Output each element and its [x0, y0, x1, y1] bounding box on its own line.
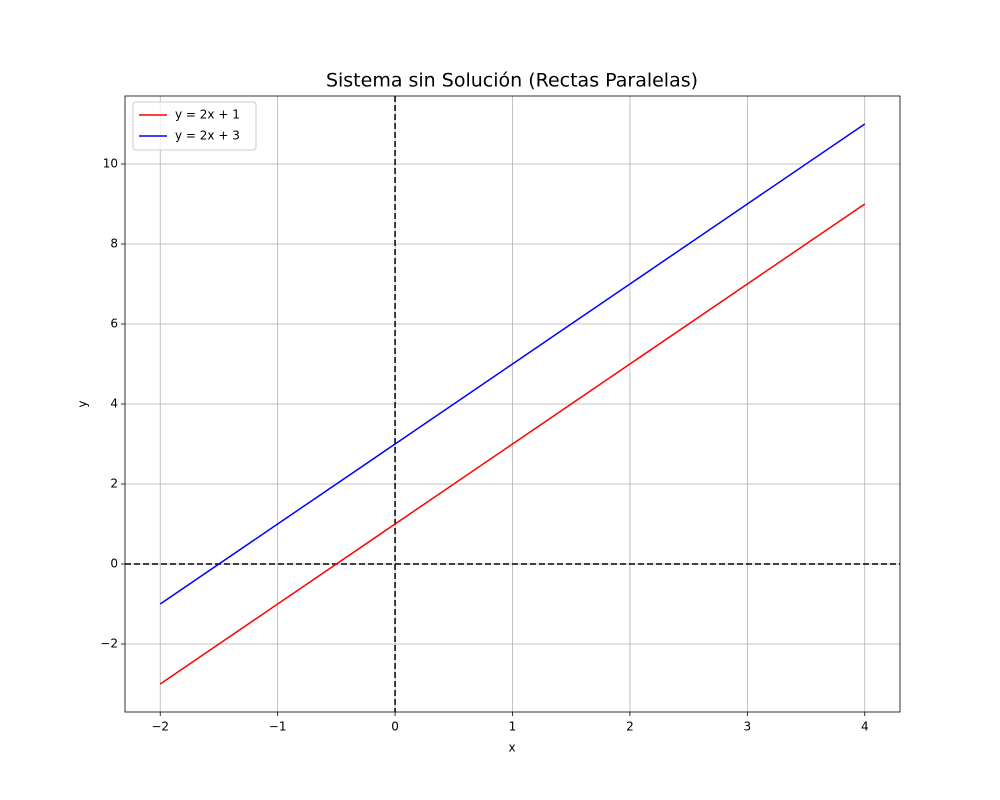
y-tick-label: 8 — [110, 237, 118, 251]
y-tick-label: 0 — [110, 557, 118, 571]
x-tick-label: −2 — [151, 720, 169, 734]
y-tick-label: 2 — [110, 477, 118, 491]
y-tick-label: 4 — [110, 397, 118, 411]
x-axis-label: x — [508, 741, 515, 755]
y-axis-label: y — [76, 400, 90, 407]
line — [159, 203, 866, 685]
x-tick-label: 1 — [509, 720, 517, 734]
x-tick-label: 3 — [744, 720, 752, 734]
legend-label: y = 2x + 1 — [175, 108, 240, 122]
y-tick-label: 10 — [103, 157, 118, 171]
line — [159, 123, 866, 605]
legend-box — [132, 101, 257, 151]
x-tick-label: 4 — [861, 720, 869, 734]
legend-label: y = 2x + 3 — [175, 129, 240, 143]
axes-frame — [124, 95, 901, 713]
y-tick-label: 6 — [110, 317, 118, 331]
y-tick-label: −2 — [100, 637, 118, 651]
x-tick-label: 0 — [391, 720, 399, 734]
x-tick-label: 2 — [626, 720, 634, 734]
x-tick-label: −1 — [269, 720, 287, 734]
chart-title: Sistema sin Solución (Rectas Paralelas) — [326, 70, 698, 92]
